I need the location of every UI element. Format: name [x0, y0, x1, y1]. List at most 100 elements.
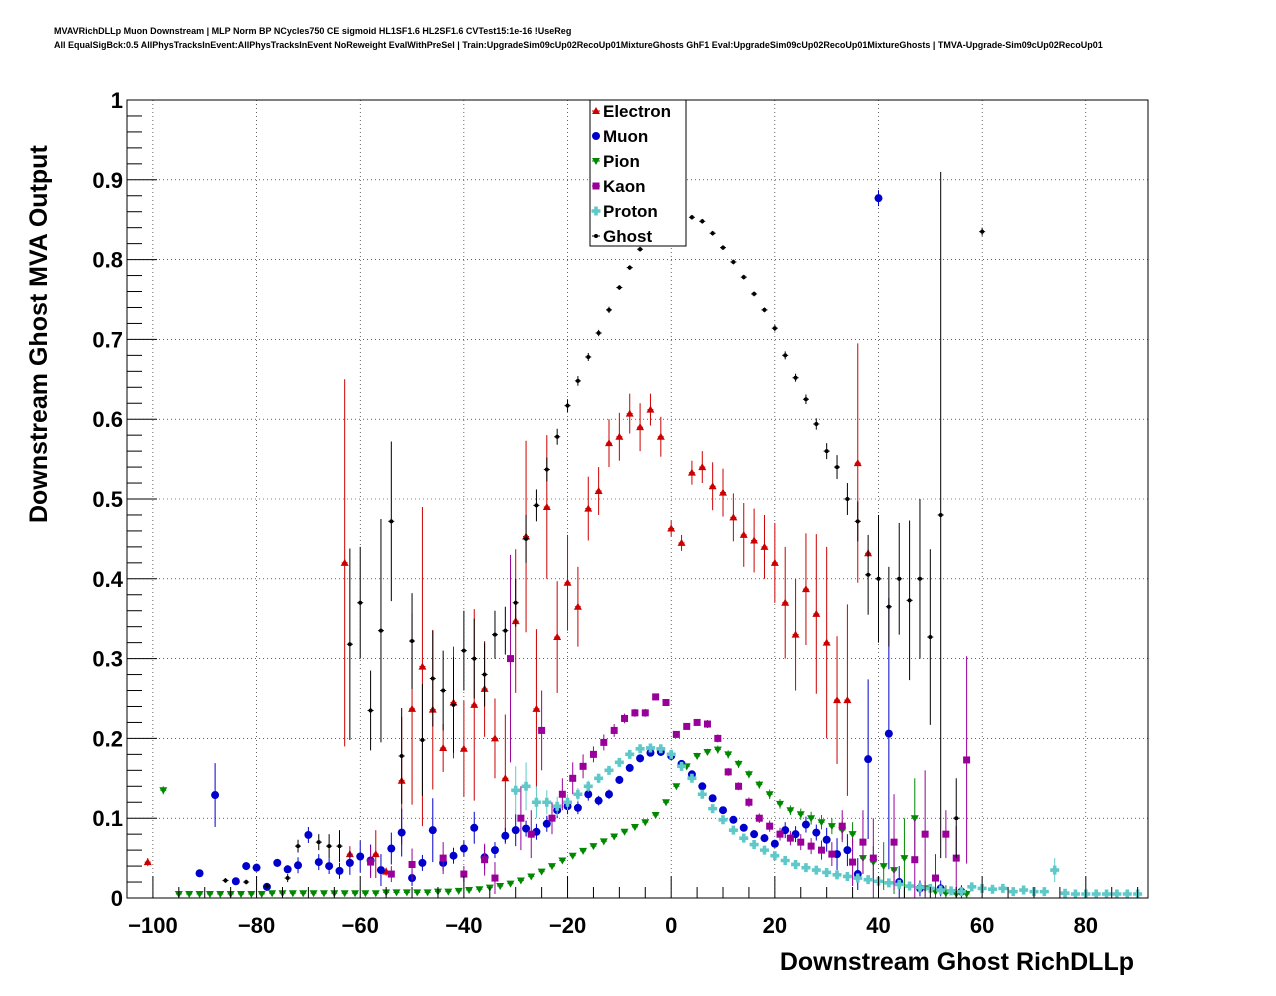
- data-point: [921, 830, 929, 838]
- axis-tick-labels: −100 −80 −60 −40 −20 0 20 40 60 80 0 0.1 0.2 0.3 0.4 0.…: [92, 88, 1098, 938]
- data-point: [687, 773, 697, 783]
- data-point: [780, 855, 790, 865]
- data-point: [337, 844, 342, 849]
- data-point: [444, 888, 453, 896]
- data-point: [522, 824, 531, 833]
- data-point: [304, 830, 313, 839]
- data-point: [698, 463, 707, 471]
- data-point: [755, 814, 763, 822]
- data-point: [356, 852, 365, 861]
- data-point: [264, 884, 269, 889]
- data-point: [713, 746, 722, 754]
- data-point: [817, 819, 826, 827]
- data-point: [942, 830, 950, 838]
- data-point: [428, 826, 437, 835]
- data-point: [340, 890, 349, 898]
- y-tick-label: 1: [111, 88, 123, 113]
- y-tick-label: 0.6: [92, 407, 123, 432]
- data-point: [719, 488, 728, 496]
- legend-label: Ghost: [603, 227, 652, 246]
- x-axis-title: Downstream Ghost RichDLLp: [780, 948, 1134, 976]
- data-point: [441, 688, 446, 693]
- data-point: [635, 744, 645, 754]
- data-point: [625, 763, 634, 772]
- data-point: [631, 709, 639, 717]
- data-point: [378, 628, 383, 633]
- data-point: [786, 807, 795, 815]
- data-point: [451, 702, 456, 707]
- data-point: [693, 718, 701, 726]
- data-point: [568, 852, 577, 860]
- legend-entry-electron: Electron: [592, 102, 671, 121]
- data-point: [729, 815, 738, 824]
- data-point: [242, 862, 251, 871]
- data-point: [610, 833, 619, 841]
- series-proton: [511, 743, 1143, 899]
- data-point: [439, 743, 448, 751]
- data-point: [244, 880, 249, 885]
- data-point: [886, 604, 891, 609]
- data-point: [693, 752, 702, 760]
- data-point: [739, 823, 748, 832]
- data-point: [807, 815, 816, 823]
- legend-marker: [591, 206, 601, 216]
- data-point: [319, 890, 328, 898]
- data-point: [491, 874, 499, 882]
- data-point: [832, 870, 842, 880]
- data-point: [638, 247, 643, 252]
- data-point: [627, 265, 632, 270]
- y-tick-label: 0.3: [92, 647, 123, 672]
- data-point: [615, 432, 624, 440]
- data-point: [604, 439, 613, 447]
- data-point: [762, 307, 767, 312]
- data-point: [600, 738, 608, 746]
- data-point: [231, 877, 240, 886]
- data-point: [900, 855, 909, 863]
- data-point: [288, 890, 297, 898]
- data-point: [358, 600, 363, 605]
- data-point: [449, 851, 458, 860]
- data-point: [335, 866, 344, 875]
- data-point: [387, 844, 396, 853]
- data-point: [459, 844, 468, 853]
- data-point: [894, 879, 904, 889]
- x-tick-label: −100: [128, 913, 178, 938]
- data-point: [791, 859, 801, 869]
- legend-marker: [592, 132, 600, 140]
- data-point: [563, 797, 573, 807]
- data-point: [575, 378, 580, 383]
- data-point: [325, 862, 334, 871]
- data-point: [542, 502, 551, 510]
- data-point: [534, 503, 539, 508]
- data-point: [501, 774, 510, 782]
- data-point: [470, 700, 479, 708]
- chart-header-line-1: MVAVRichDLLp Muon Downstream | MLP Norm …: [54, 26, 572, 36]
- data-point: [776, 830, 784, 838]
- data-point: [710, 231, 715, 236]
- y-tick-label: 0.5: [92, 487, 123, 512]
- data-point: [833, 696, 842, 704]
- data-point: [645, 743, 655, 753]
- data-point: [555, 434, 560, 439]
- data-point: [636, 423, 645, 431]
- legend-marker: [594, 234, 598, 238]
- x-tick-label: 20: [763, 913, 787, 938]
- series-muon: [195, 190, 966, 898]
- data-point: [511, 826, 520, 835]
- data-point: [579, 847, 588, 855]
- series-ghost: [222, 171, 986, 889]
- data-point: [700, 219, 705, 224]
- data-point: [838, 822, 846, 830]
- data-point: [367, 858, 375, 866]
- data-point: [739, 833, 749, 843]
- data-point: [845, 497, 850, 501]
- data-point: [656, 744, 666, 754]
- x-tick-label: −60: [342, 913, 379, 938]
- data-point: [932, 874, 940, 882]
- data-point: [506, 880, 515, 888]
- data-point: [389, 519, 394, 524]
- data-point: [708, 482, 717, 490]
- legend: Electron Muon Pion Kaon Proton Ghost: [589, 99, 687, 247]
- data-point: [863, 875, 873, 885]
